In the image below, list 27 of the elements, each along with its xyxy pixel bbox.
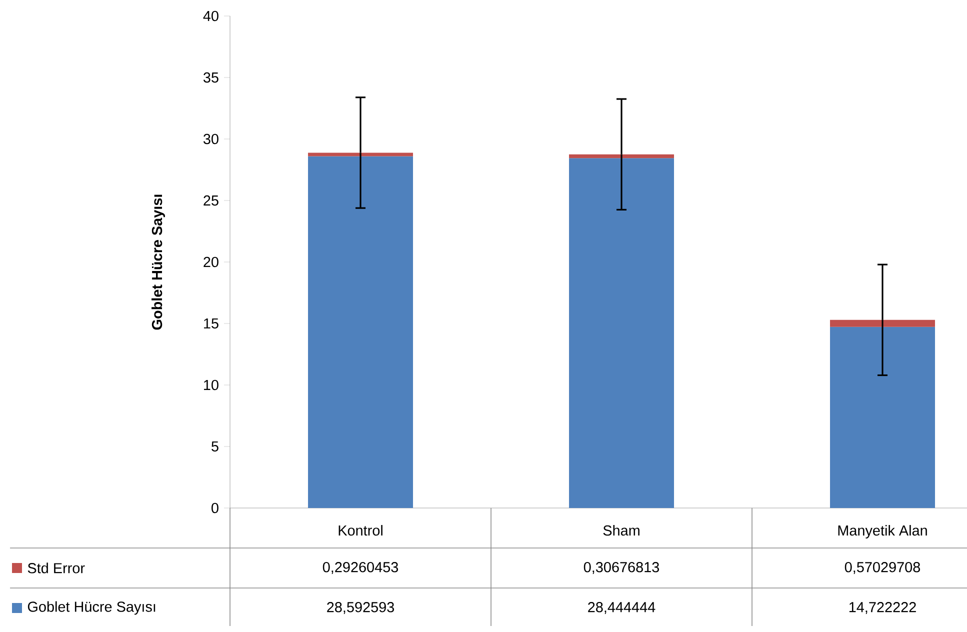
x-tick-label: Manyetik Alan bbox=[838, 525, 927, 538]
bar bbox=[308, 156, 414, 508]
data-label: 0,29260453 bbox=[322, 562, 398, 574]
x-tick-label: Kontrol bbox=[338, 525, 382, 536]
y-tick-label: 10 bbox=[204, 380, 218, 390]
y-tick-label: 20 bbox=[204, 256, 218, 268]
y-tick-label: 15 bbox=[204, 318, 218, 329]
legend-label: Goblet Hücre Sayısı bbox=[28, 601, 156, 615]
bar bbox=[308, 152, 414, 156]
data-label: 28,444444 bbox=[588, 602, 656, 614]
y-axis-title: Goblet Hücre Sayısı bbox=[152, 194, 165, 330]
y-tick-label: 30 bbox=[203, 134, 218, 144]
data-label: 0,30676813 bbox=[584, 562, 660, 574]
y-tick-label: 25 bbox=[204, 195, 218, 206]
data-label: 0,57029708 bbox=[844, 562, 920, 574]
bar bbox=[830, 320, 936, 327]
data-label: 14,722222 bbox=[849, 602, 916, 614]
y-tick-label: 0 bbox=[212, 502, 218, 514]
x-tick-label: Sham bbox=[603, 525, 640, 536]
data-label: 28,592593 bbox=[327, 602, 394, 614]
y-tick-label: 5 bbox=[212, 441, 218, 452]
y-tick-label: 35 bbox=[203, 72, 218, 83]
legend-label: Std Error bbox=[28, 562, 85, 574]
bar bbox=[569, 154, 674, 158]
y-tick-label: 40 bbox=[203, 10, 218, 22]
bar bbox=[569, 158, 674, 508]
bar bbox=[830, 326, 936, 508]
